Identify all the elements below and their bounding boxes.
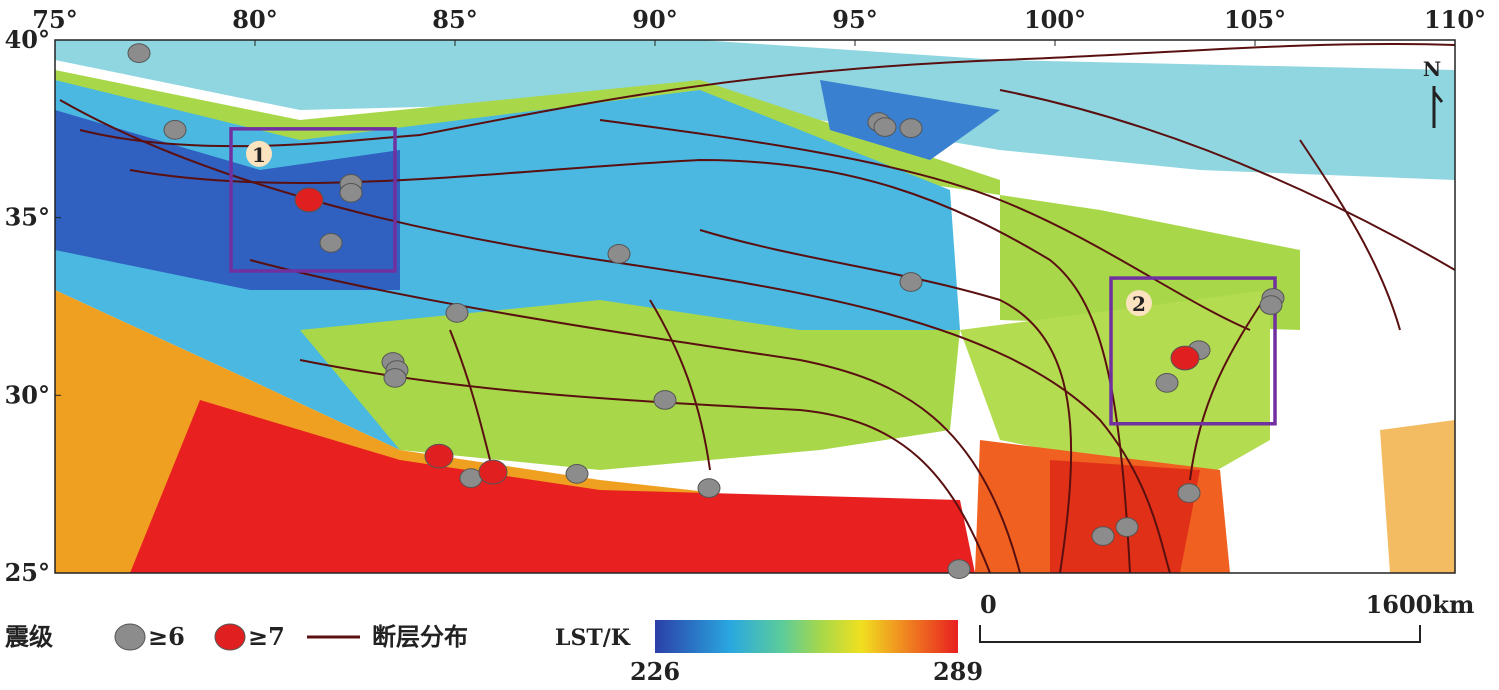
y-tick-label: 40° xyxy=(5,25,50,54)
earthquake xyxy=(1177,483,1201,503)
x-tick-label: 105° xyxy=(1224,5,1286,34)
earthquake xyxy=(478,459,508,485)
earthquake xyxy=(1170,345,1200,371)
earthquake xyxy=(1115,517,1139,538)
x-tick-label: 75° xyxy=(32,5,77,34)
earthquake xyxy=(1091,526,1115,546)
scalebar-label: 0 xyxy=(980,590,997,619)
scalebar-label: 1600km xyxy=(1366,590,1475,619)
region-label: 1 xyxy=(252,143,266,167)
earthquake xyxy=(339,182,363,203)
x-tick-label: 110° xyxy=(1424,5,1486,34)
region-label: 2 xyxy=(1132,292,1146,316)
colorbar xyxy=(655,620,958,653)
earthquake xyxy=(899,118,923,138)
earthquake xyxy=(947,559,971,579)
earthquake xyxy=(163,120,187,140)
y-tick-label: 30° xyxy=(5,380,50,409)
earthquake xyxy=(565,464,589,484)
legend-title: 震级 xyxy=(5,622,53,651)
earthquake xyxy=(445,303,469,323)
north-arrow xyxy=(1432,86,1444,128)
earthquake xyxy=(294,187,324,213)
legend-symbol xyxy=(214,623,246,651)
x-tick-label: 90° xyxy=(632,5,677,34)
legend-label: ≥6 xyxy=(148,622,185,651)
study-region xyxy=(229,127,397,273)
x-tick-label: 95° xyxy=(832,5,877,34)
earthquake xyxy=(873,117,897,137)
earthquake xyxy=(319,233,343,253)
region-badge xyxy=(1126,290,1152,317)
legend-symbol xyxy=(114,623,146,651)
north-label: N xyxy=(1423,57,1441,81)
colorbar-label: LST/K xyxy=(555,625,631,651)
region-badge xyxy=(246,140,272,167)
map-frame xyxy=(54,39,1456,574)
lst-raster xyxy=(55,40,1455,573)
earthquake xyxy=(1259,295,1283,315)
legend-fault-label: 断层分布 xyxy=(372,622,468,651)
earthquake xyxy=(899,272,923,292)
earthquake xyxy=(697,478,721,498)
earthquake xyxy=(424,443,454,469)
earthquake xyxy=(127,43,151,63)
x-tick-label: 80° xyxy=(232,5,277,34)
y-tick-label: 35° xyxy=(5,203,50,232)
legend-label: ≥7 xyxy=(248,622,285,651)
colorbar-tick-label: 289 xyxy=(933,657,983,686)
earthquake xyxy=(1155,373,1179,393)
earthquake xyxy=(653,390,677,410)
earthquake xyxy=(383,368,407,388)
scalebar xyxy=(979,625,1421,643)
x-tick-label: 100° xyxy=(1024,5,1086,34)
study-region xyxy=(1109,276,1277,426)
x-tick-label: 85° xyxy=(432,5,477,34)
earthquake xyxy=(607,244,631,264)
y-tick-label: 25° xyxy=(5,558,50,587)
faults xyxy=(59,42,1455,573)
colorbar-tick-label: 226 xyxy=(630,657,680,686)
